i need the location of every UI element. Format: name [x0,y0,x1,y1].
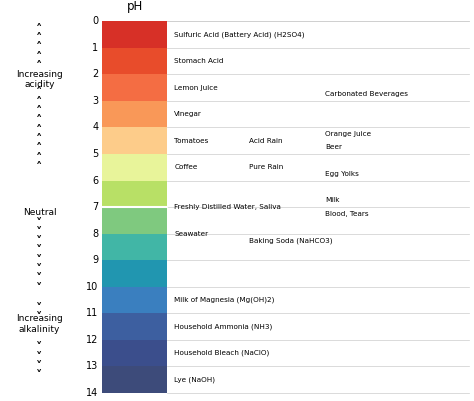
Text: Freshly Distilled Water, Saliva: Freshly Distilled Water, Saliva [174,204,281,210]
Text: ˅: ˅ [36,311,43,324]
Text: ˄: ˄ [36,96,43,109]
Bar [102,48,167,74]
Bar [102,101,167,128]
Text: Lemon Juice: Lemon Juice [174,85,218,91]
Text: ˄: ˄ [36,114,43,128]
Bar [102,287,167,313]
Bar [102,21,167,48]
Bar [102,154,167,180]
Text: Blood, Tears: Blood, Tears [325,211,369,217]
Text: ˅: ˅ [36,235,43,248]
Text: 0: 0 [92,16,99,26]
Text: Increasing
acidity: Increasing acidity [16,70,63,89]
Text: ˄: ˄ [36,87,43,99]
Text: Beer: Beer [325,144,342,150]
Text: Household Bleach (NaClO): Household Bleach (NaClO) [174,350,270,356]
Text: Milk: Milk [325,198,340,203]
Bar [102,74,167,101]
Text: Egg Yolks: Egg Yolks [325,171,359,177]
Text: ˅: ˅ [36,341,43,354]
Bar [102,313,167,340]
Text: Coffee: Coffee [174,164,198,170]
Text: ˄: ˄ [36,124,43,137]
Text: Seawater: Seawater [174,231,209,237]
Text: 6: 6 [92,176,99,186]
Text: Acid Rain: Acid Rain [249,138,282,144]
Text: 4: 4 [92,122,99,132]
Text: Sulfuric Acid (Battery Acid) (H2SO4): Sulfuric Acid (Battery Acid) (H2SO4) [174,31,305,38]
Text: ˄: ˄ [36,32,43,45]
Text: ˅: ˅ [36,254,43,267]
Text: 5: 5 [92,149,99,159]
Bar [102,128,167,154]
Text: pH: pH [127,0,143,13]
Bar [102,367,167,393]
Text: ˄: ˄ [36,23,43,36]
Text: ˅: ˅ [36,226,43,239]
Text: ˄: ˄ [36,105,43,118]
Text: ˅: ˅ [36,351,43,364]
Text: Increasing
alkalinity: Increasing alkalinity [16,314,63,334]
Bar [102,260,167,287]
Text: 9: 9 [92,255,99,265]
Text: 1: 1 [92,43,99,53]
Text: ˅: ˅ [36,302,43,314]
Text: Neutral: Neutral [23,208,56,217]
Text: ˄: ˄ [36,133,43,146]
Text: ˄: ˄ [36,161,43,174]
Text: 10: 10 [86,282,99,292]
Text: 13: 13 [86,361,99,371]
Text: Lye (NaOH): Lye (NaOH) [174,377,215,383]
Text: Baking Soda (NaHCO3): Baking Soda (NaHCO3) [249,237,332,243]
Text: 7: 7 [92,202,99,212]
Text: ˅: ˅ [36,282,43,295]
Text: 3: 3 [92,96,99,106]
Text: 2: 2 [92,69,99,79]
Text: Pure Rain: Pure Rain [249,164,283,170]
Text: ˅: ˅ [36,272,43,286]
Bar [102,180,167,207]
Text: ˄: ˄ [36,60,43,73]
Text: Vinegar: Vinegar [174,111,202,117]
Text: Household Ammonia (NH3): Household Ammonia (NH3) [174,323,273,330]
Text: ˅: ˅ [36,263,43,276]
Text: 11: 11 [86,308,99,318]
Text: Orange Juice: Orange Juice [325,131,372,137]
Text: Carbonated Beverages: Carbonated Beverages [325,91,408,97]
Text: ˅: ˅ [36,360,43,373]
Text: Stomach Acid: Stomach Acid [174,58,224,64]
Text: Tomatoes: Tomatoes [174,138,209,144]
Text: ˅: ˅ [36,369,43,382]
Text: ˅: ˅ [36,217,43,230]
Bar [102,340,167,367]
Text: ˄: ˄ [36,41,43,54]
Text: 12: 12 [86,335,99,345]
Text: ˅: ˅ [36,245,43,257]
Text: 8: 8 [92,229,99,239]
Text: Milk of Magnesia (Mg(OH)2): Milk of Magnesia (Mg(OH)2) [174,297,274,303]
Text: ˄: ˄ [36,152,43,164]
Text: 14: 14 [86,388,99,398]
Text: ˄: ˄ [36,142,43,155]
Bar [102,234,167,260]
Bar [102,207,167,234]
Text: ˄: ˄ [36,51,43,64]
